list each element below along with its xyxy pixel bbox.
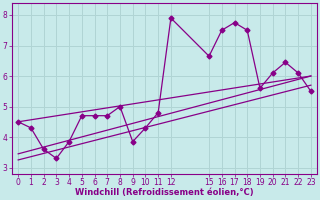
X-axis label: Windchill (Refroidissement éolien,°C): Windchill (Refroidissement éolien,°C) xyxy=(75,188,254,197)
